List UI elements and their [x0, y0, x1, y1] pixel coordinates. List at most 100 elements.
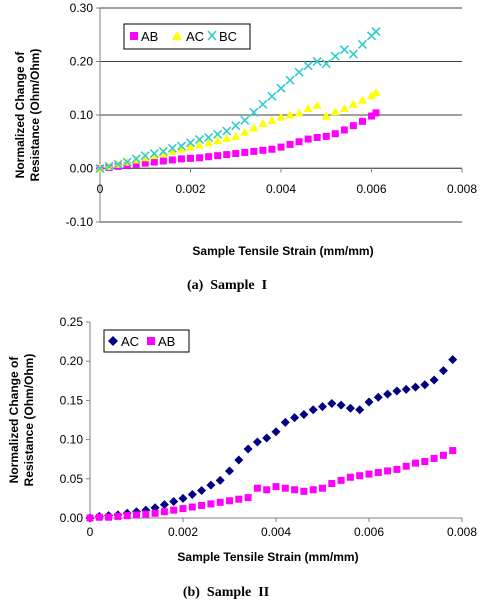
- chart-a-point-bc: [95, 163, 105, 174]
- chart-b-point-ac: [234, 455, 244, 465]
- chart-b: 0.00 0.05 0.10 0.15 0.20 0.25 0 0.002 0.004 0.00…: [7, 315, 477, 600]
- chart-a-point-bc: [240, 115, 250, 125]
- chart-b-point-ac: [299, 410, 309, 420]
- chart-b-point-ac: [411, 382, 420, 392]
- chart-a-point-ab: [331, 130, 339, 138]
- chart-a-y-tick-label: 0.10: [70, 108, 94, 122]
- chart-a-point-bc: [258, 99, 268, 109]
- chart-b-point-ab: [328, 480, 336, 488]
- chart-b-point-ab: [337, 476, 345, 484]
- chart-b-ylabel-line2: Resistance (Ohm/Ohm): [22, 354, 36, 487]
- chart-b-point-ab: [272, 483, 280, 491]
- chart-b-x-axis-title: Sample Tensile Strain (mm/mm): [177, 550, 358, 564]
- chart-a-point-ab: [277, 143, 285, 151]
- chart-b-ylabel-line1: Normalized Change of: [7, 356, 21, 484]
- legend-bc-x-icon: [207, 30, 217, 41]
- chart-a-legend-ab: AB: [141, 29, 158, 44]
- chart-a-point-ac: [321, 111, 331, 120]
- chart-b-point-ab: [179, 505, 187, 513]
- chart-a-point-ac: [371, 88, 381, 97]
- chart-b-x-tick-label: 0.008: [447, 525, 477, 539]
- chart-a-y-tick-labels: -0.10 0.00 0.10 0.20 0.30: [66, 1, 100, 229]
- chart-a-point-ab: [286, 140, 294, 148]
- chart-b-data-points: [85, 355, 458, 523]
- chart-a-point-ac: [312, 100, 322, 109]
- chart-b-point-ab: [402, 462, 410, 470]
- chart-a-legend-box: [123, 23, 251, 50]
- chart-a-point-ab: [223, 151, 231, 159]
- chart-b-point-ab: [207, 500, 215, 508]
- chart-a-point-bc: [285, 75, 295, 85]
- chart-a-point-ac: [258, 119, 268, 128]
- chart-a-point-bc: [185, 138, 196, 148]
- chart-b-point-ab: [170, 506, 178, 514]
- chart-a-point-bc: [303, 61, 313, 71]
- chart-b-y-tick-label: 0.15: [60, 393, 84, 407]
- chart-b-y-axis-title: Normalized Change of Resistance (Ohm/Ohm…: [7, 354, 36, 487]
- chart-a-point-ac: [158, 149, 168, 158]
- chart-b-point-ab: [133, 511, 140, 519]
- chart-b-point-ac: [159, 500, 169, 510]
- chart-a-point-bc: [204, 132, 214, 143]
- chart-a-point-ac: [167, 146, 177, 155]
- chart-b-point-ab: [412, 459, 419, 467]
- chart-a-point-ab: [150, 158, 158, 166]
- chart-b-point-ab: [105, 513, 113, 521]
- chart-a-y-tick-label: 0.20: [70, 55, 94, 69]
- chart-a-point-ab: [214, 152, 222, 160]
- chart-a-point-ac: [213, 136, 223, 145]
- legend-ac-triangle-icon: [172, 31, 182, 40]
- chart-a-data-points: [95, 26, 381, 174]
- chart-a-point-ab: [340, 126, 348, 134]
- chart-a-point-bc: [131, 154, 141, 164]
- chart-a-ylabel-line2: Resistance (Ohm/Ohm): [28, 49, 42, 182]
- chart-b-point-ac: [197, 486, 207, 496]
- chart-b-y-tick-label: 0.20: [60, 354, 84, 368]
- chart-b-point-ac: [290, 413, 300, 423]
- chart-a-point-bc: [276, 83, 286, 93]
- chart-b-point-ab: [356, 472, 364, 480]
- chart-a-point-ac: [222, 134, 232, 143]
- chart-b-point-ac: [206, 480, 216, 490]
- chart-a-point-bc: [371, 26, 381, 37]
- chart-b-point-ac: [448, 355, 458, 365]
- chart-b-point-ac: [225, 466, 234, 476]
- chart-b-point-ab: [263, 486, 271, 494]
- chart-b-y-tick-label: 0.05: [60, 472, 84, 486]
- legend-ac-diamond-icon: [108, 336, 118, 346]
- chart-a-point-ab: [168, 156, 176, 164]
- chart-b-x-tick-label: 0.002: [168, 525, 198, 539]
- chart-b-point-ab: [160, 508, 168, 516]
- chart-a-point-ac: [186, 142, 195, 151]
- chart-b-point-ab: [188, 503, 196, 511]
- chart-b-point-ac: [280, 417, 290, 427]
- chart-b-point-ab: [281, 484, 289, 492]
- chart-a-point-ac: [339, 104, 349, 113]
- chart-a-point-ac: [240, 127, 250, 136]
- chart-b-x-tick-label: 0.006: [354, 525, 384, 539]
- chart-a-point-ac: [357, 95, 367, 104]
- chart-a-point-bc: [140, 151, 150, 161]
- chart-a-y-axis-title: Normalized Change of Resistance (Ohm/Ohm…: [13, 49, 42, 182]
- legend-ab-square-icon-b: [147, 337, 155, 345]
- chart-a-point-ac: [249, 123, 259, 132]
- chart-a-point-ac: [294, 108, 304, 117]
- chart-a-point-ac: [276, 112, 286, 121]
- chart-b-point-ac: [252, 437, 262, 447]
- chart-b-point-ab: [253, 484, 261, 492]
- chart-a-caption: (a) Sample I: [187, 278, 267, 293]
- chart-a-point-bc: [294, 67, 304, 77]
- chart-b-x-tick-labels: 0 0.002 0.004 0.006 0.008: [87, 518, 477, 539]
- chart-b-point-ac: [345, 403, 355, 413]
- chart-a-x-tick-labels: 0 0.002 0.004 0.006 0.008: [97, 168, 477, 196]
- chart-a-x-tick-label: 0: [97, 182, 104, 196]
- chart-a-point-bc: [113, 159, 123, 169]
- chart-a-point-bc: [321, 59, 331, 69]
- chart-b-point-ac: [327, 399, 337, 409]
- chart-a-point-ab: [177, 155, 185, 163]
- chart-a-x-tick-label: 0.002: [175, 182, 205, 196]
- chart-a-point-ab: [268, 145, 276, 153]
- chart-a-point-bc: [213, 129, 223, 139]
- chart-b-point-ac: [355, 405, 365, 415]
- chart-b-point-ab: [439, 451, 447, 459]
